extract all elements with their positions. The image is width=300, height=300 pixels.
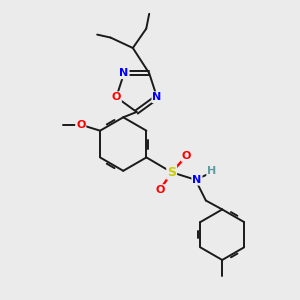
Text: N: N xyxy=(192,175,202,185)
Text: O: O xyxy=(112,92,121,102)
Text: O: O xyxy=(182,151,191,161)
Text: N: N xyxy=(152,92,162,102)
Text: H: H xyxy=(207,166,216,176)
Text: O: O xyxy=(76,120,86,130)
Text: S: S xyxy=(167,166,176,179)
Text: N: N xyxy=(119,68,129,78)
Text: O: O xyxy=(155,185,164,195)
